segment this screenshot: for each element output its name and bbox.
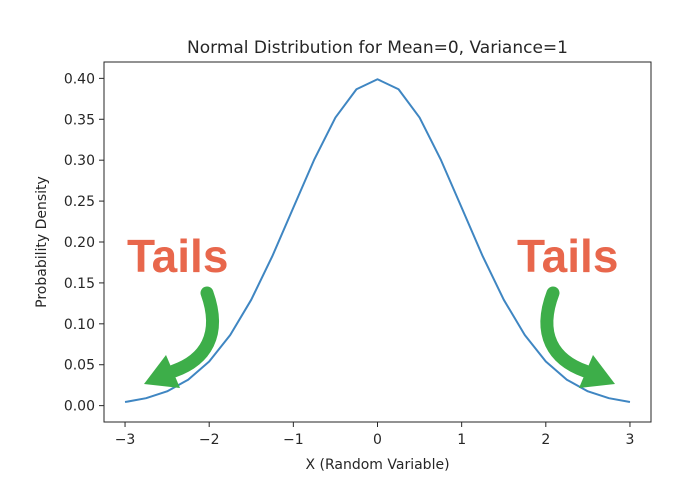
x-axis-label: X (Random Variable) [305,457,449,473]
chart-title: Normal Distribution for Mean=0, Variance… [187,38,568,58]
tails-label-left: Tails [127,230,228,282]
tail-arrow-left-icon [144,286,219,388]
y-axis-label: Probability Density [34,176,50,308]
x-tick-label: 1 [457,432,466,448]
x-tick-label: −1 [283,432,304,448]
y-tick-label: 0.15 [64,276,95,292]
density-curve-line [124,78,631,404]
x-tick-label: 3 [626,432,635,448]
y-tick-label: 0.05 [64,358,95,374]
y-tick-label: 0.30 [64,153,95,169]
x-tick-label: −2 [199,432,220,448]
y-tick-label: 0.00 [64,399,95,415]
tails-label-right: Tails [517,230,618,282]
x-axis-ticks: −3 −2 −1 0 1 2 3 [115,422,635,448]
annotations: Tails Tails [127,230,618,388]
y-tick-label: 0.10 [64,317,95,333]
y-tick-label: 0.40 [64,71,95,87]
y-tick-label: 0.20 [64,235,95,251]
x-tick-label: −3 [115,432,136,448]
y-axis-ticks: 0.00 0.05 0.10 0.15 0.20 0.25 0.30 0.35 0.40 [64,71,104,415]
x-tick-label: 2 [541,432,550,448]
y-tick-label: 0.35 [64,112,95,128]
tail-arrow-right-icon [540,286,615,388]
y-tick-label: 0.25 [64,194,95,210]
x-tick-label: 0 [373,432,382,448]
